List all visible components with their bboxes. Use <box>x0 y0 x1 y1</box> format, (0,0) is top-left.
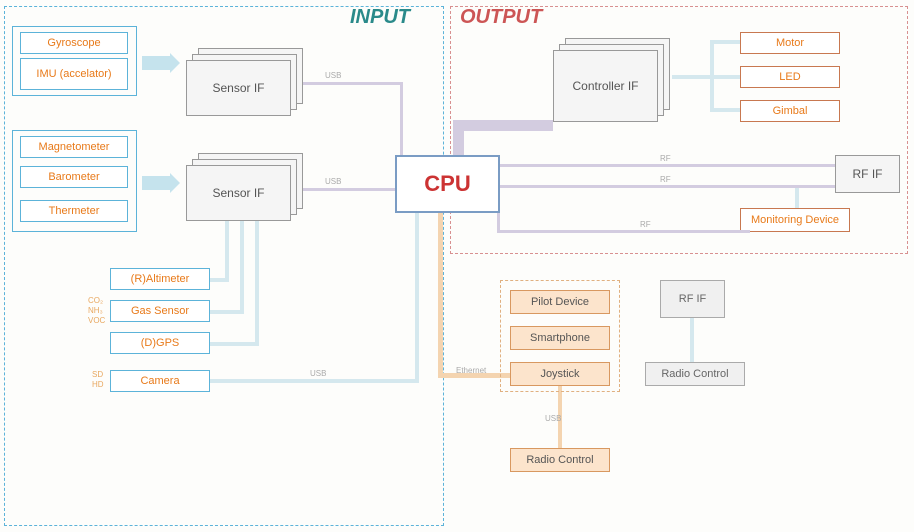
arrow-sensors-to-if2 <box>142 176 172 190</box>
gas-nh3: NH₃ <box>88 306 103 315</box>
rf-if-bottom: RF IF <box>660 280 725 318</box>
sensor-if-1: Sensor IF <box>186 60 291 116</box>
sensor-imu: IMU (accelator) <box>20 58 128 90</box>
rf-label-2: RF <box>660 175 671 184</box>
usb-label-3: USB <box>310 369 326 378</box>
rf-if-top: RF IF <box>835 155 900 193</box>
arrow-sensors-to-if1 <box>142 56 172 70</box>
radio-control-gray: Radio Control <box>645 362 745 386</box>
monitoring-device: Monitoring Device <box>740 208 850 232</box>
controller-if: Controller IF <box>553 50 658 122</box>
rf-label-1: RF <box>660 154 671 163</box>
usb-label-2: USB <box>325 177 341 186</box>
usb-label-4: USB <box>545 414 561 423</box>
sensor-barometer: Barometer <box>20 166 128 188</box>
output-gimbal: Gimbal <box>740 100 840 122</box>
output-motor: Motor <box>740 32 840 54</box>
sensor-camera: Camera <box>110 370 210 392</box>
eth-label: Ethernet <box>456 366 486 375</box>
sensor-gas: Gas Sensor <box>110 300 210 322</box>
sensor-magnetometer: Magnetometer <box>20 136 128 158</box>
cam-sd: SD <box>92 370 103 379</box>
radio-control-peach: Radio Control <box>510 448 610 472</box>
sensor-altimeter: (R)Altimeter <box>110 268 210 290</box>
sensor-gyroscope: Gyroscope <box>20 32 128 54</box>
sensor-thermeter: Thermeter <box>20 200 128 222</box>
sensor-gps: (D)GPS <box>110 332 210 354</box>
gas-co2: CO₂ <box>88 296 103 305</box>
input-label: INPUT <box>350 6 410 29</box>
output-led: LED <box>740 66 840 88</box>
output-label: OUTPUT <box>460 6 542 29</box>
gas-voc: VOC <box>88 316 105 325</box>
cam-hd: HD <box>92 380 104 389</box>
rf-label-3: RF <box>640 220 651 229</box>
cpu-box: CPU <box>395 155 500 213</box>
usb-label-1: USB <box>325 71 341 80</box>
sensor-if-2: Sensor IF <box>186 165 291 221</box>
